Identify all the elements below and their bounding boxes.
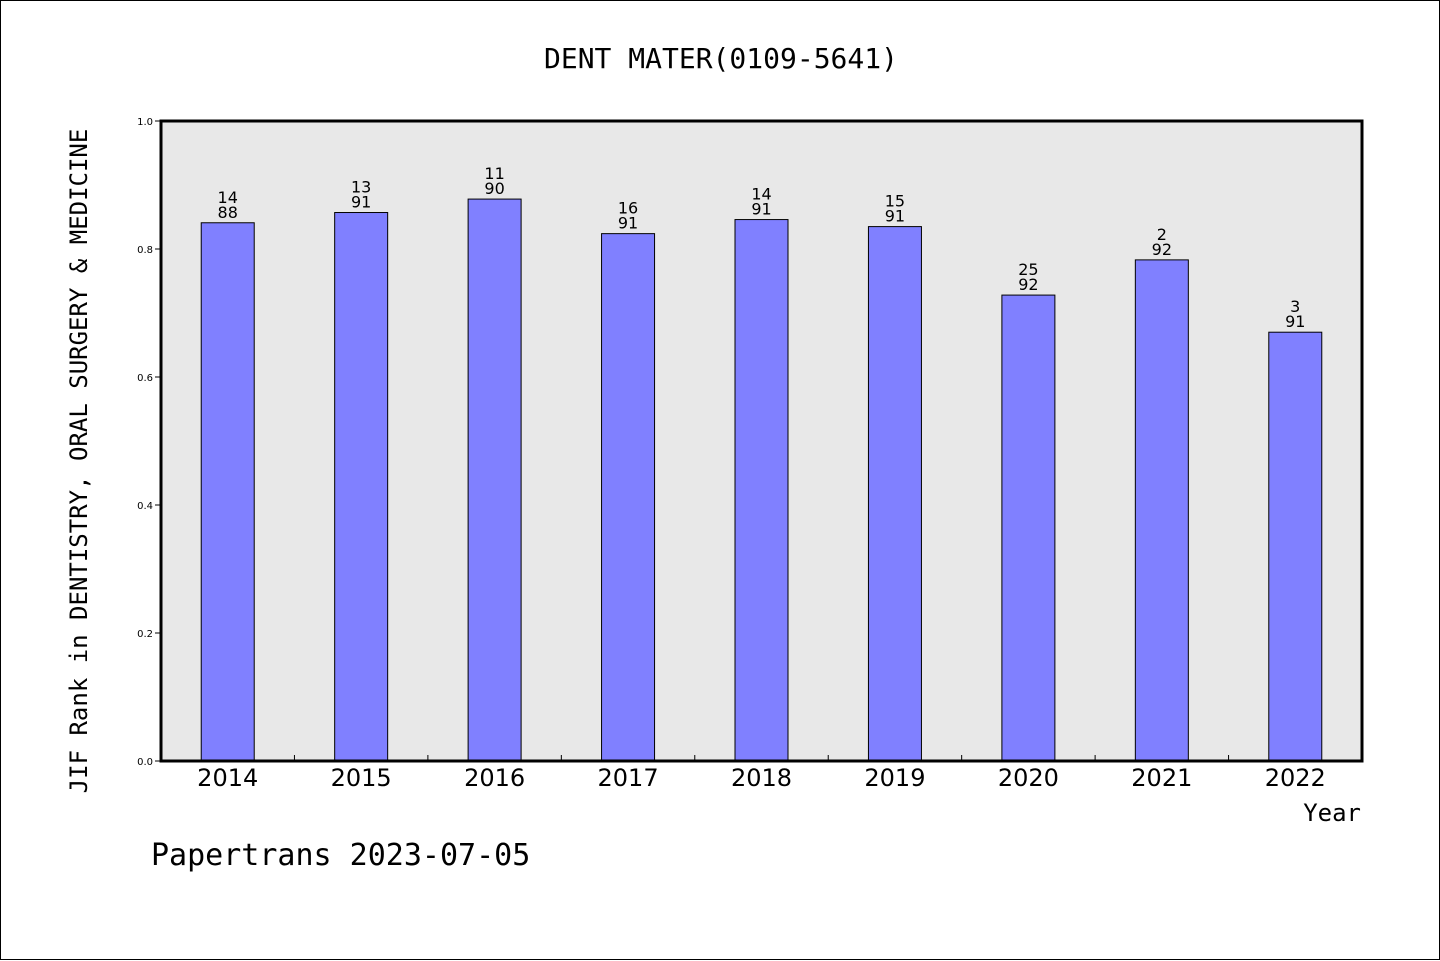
- bar-2019: [867, 226, 922, 762]
- y-tick-label-1.0: 1.0: [137, 117, 153, 128]
- x-tick-label-2016: 2016: [464, 764, 525, 792]
- bar-2018: [734, 219, 789, 762]
- x-tick-label-2017: 2017: [598, 764, 659, 792]
- y-tick-label-0.6: 0.6: [137, 373, 153, 384]
- x-tick-label-2022: 2022: [1265, 764, 1326, 792]
- x-tick-label-2020: 2020: [998, 764, 1059, 792]
- bar-2021: [1134, 259, 1189, 762]
- total-label-2019: 91: [885, 207, 905, 226]
- rank-label-2018: 14: [751, 185, 771, 204]
- ticks-group: 2014 2015 2016 2017 2018 2019 2020 2021 2022 0.0 0…: [137, 117, 1326, 792]
- rank-label-2015: 13: [351, 178, 371, 197]
- bar-2020: [1001, 294, 1056, 762]
- total-label-2018: 91: [751, 200, 771, 219]
- rank-label-2016: 11: [484, 164, 504, 183]
- y-tick-label-0.2: 0.2: [137, 629, 153, 640]
- footer-text: Papertrans 2023-07-05: [151, 838, 530, 873]
- x-axis-label: Year: [1303, 799, 1361, 827]
- rank-label-2014: 14: [218, 188, 238, 207]
- plot-border: [159, 119, 1364, 763]
- y-tick-label-0.0: 0.0: [137, 757, 153, 768]
- bar-2016: [467, 198, 522, 762]
- x-tick-label-2018: 2018: [731, 764, 792, 792]
- rank-label-2022: 3: [1290, 297, 1300, 316]
- total-label-2020: 92: [1018, 275, 1038, 294]
- total-label-2014: 88: [218, 203, 238, 222]
- rank-label-2021: 2: [1157, 225, 1167, 244]
- x-tick-label-2015: 2015: [331, 764, 392, 792]
- total-label-2021: 92: [1152, 240, 1172, 259]
- rank-label-2019: 15: [885, 192, 905, 211]
- total-label-2017: 91: [618, 214, 638, 233]
- rank-label-2020: 25: [1018, 260, 1038, 279]
- y-tick-label-0.4: 0.4: [137, 501, 153, 512]
- total-label-2022: 91: [1285, 312, 1305, 331]
- bar-2022: [1268, 331, 1323, 762]
- x-tick-label-2014: 2014: [197, 764, 258, 792]
- total-label-2016: 90: [484, 179, 504, 198]
- bar-2017: [601, 233, 656, 762]
- y-tick-label-0.8: 0.8: [137, 245, 153, 256]
- rank-label-2017: 16: [618, 199, 638, 218]
- y-axis-label: JIF Rank in DENTISTRY, ORAL SURGERY & ME…: [65, 129, 93, 794]
- x-tick-label-2019: 2019: [864, 764, 925, 792]
- bar-2014: [200, 222, 255, 762]
- x-tick-label-2021: 2021: [1131, 764, 1192, 792]
- chart-title: DENT MATER(0109-5641): [544, 42, 898, 75]
- bar-2015: [334, 212, 389, 762]
- total-label-2015: 91: [351, 193, 371, 212]
